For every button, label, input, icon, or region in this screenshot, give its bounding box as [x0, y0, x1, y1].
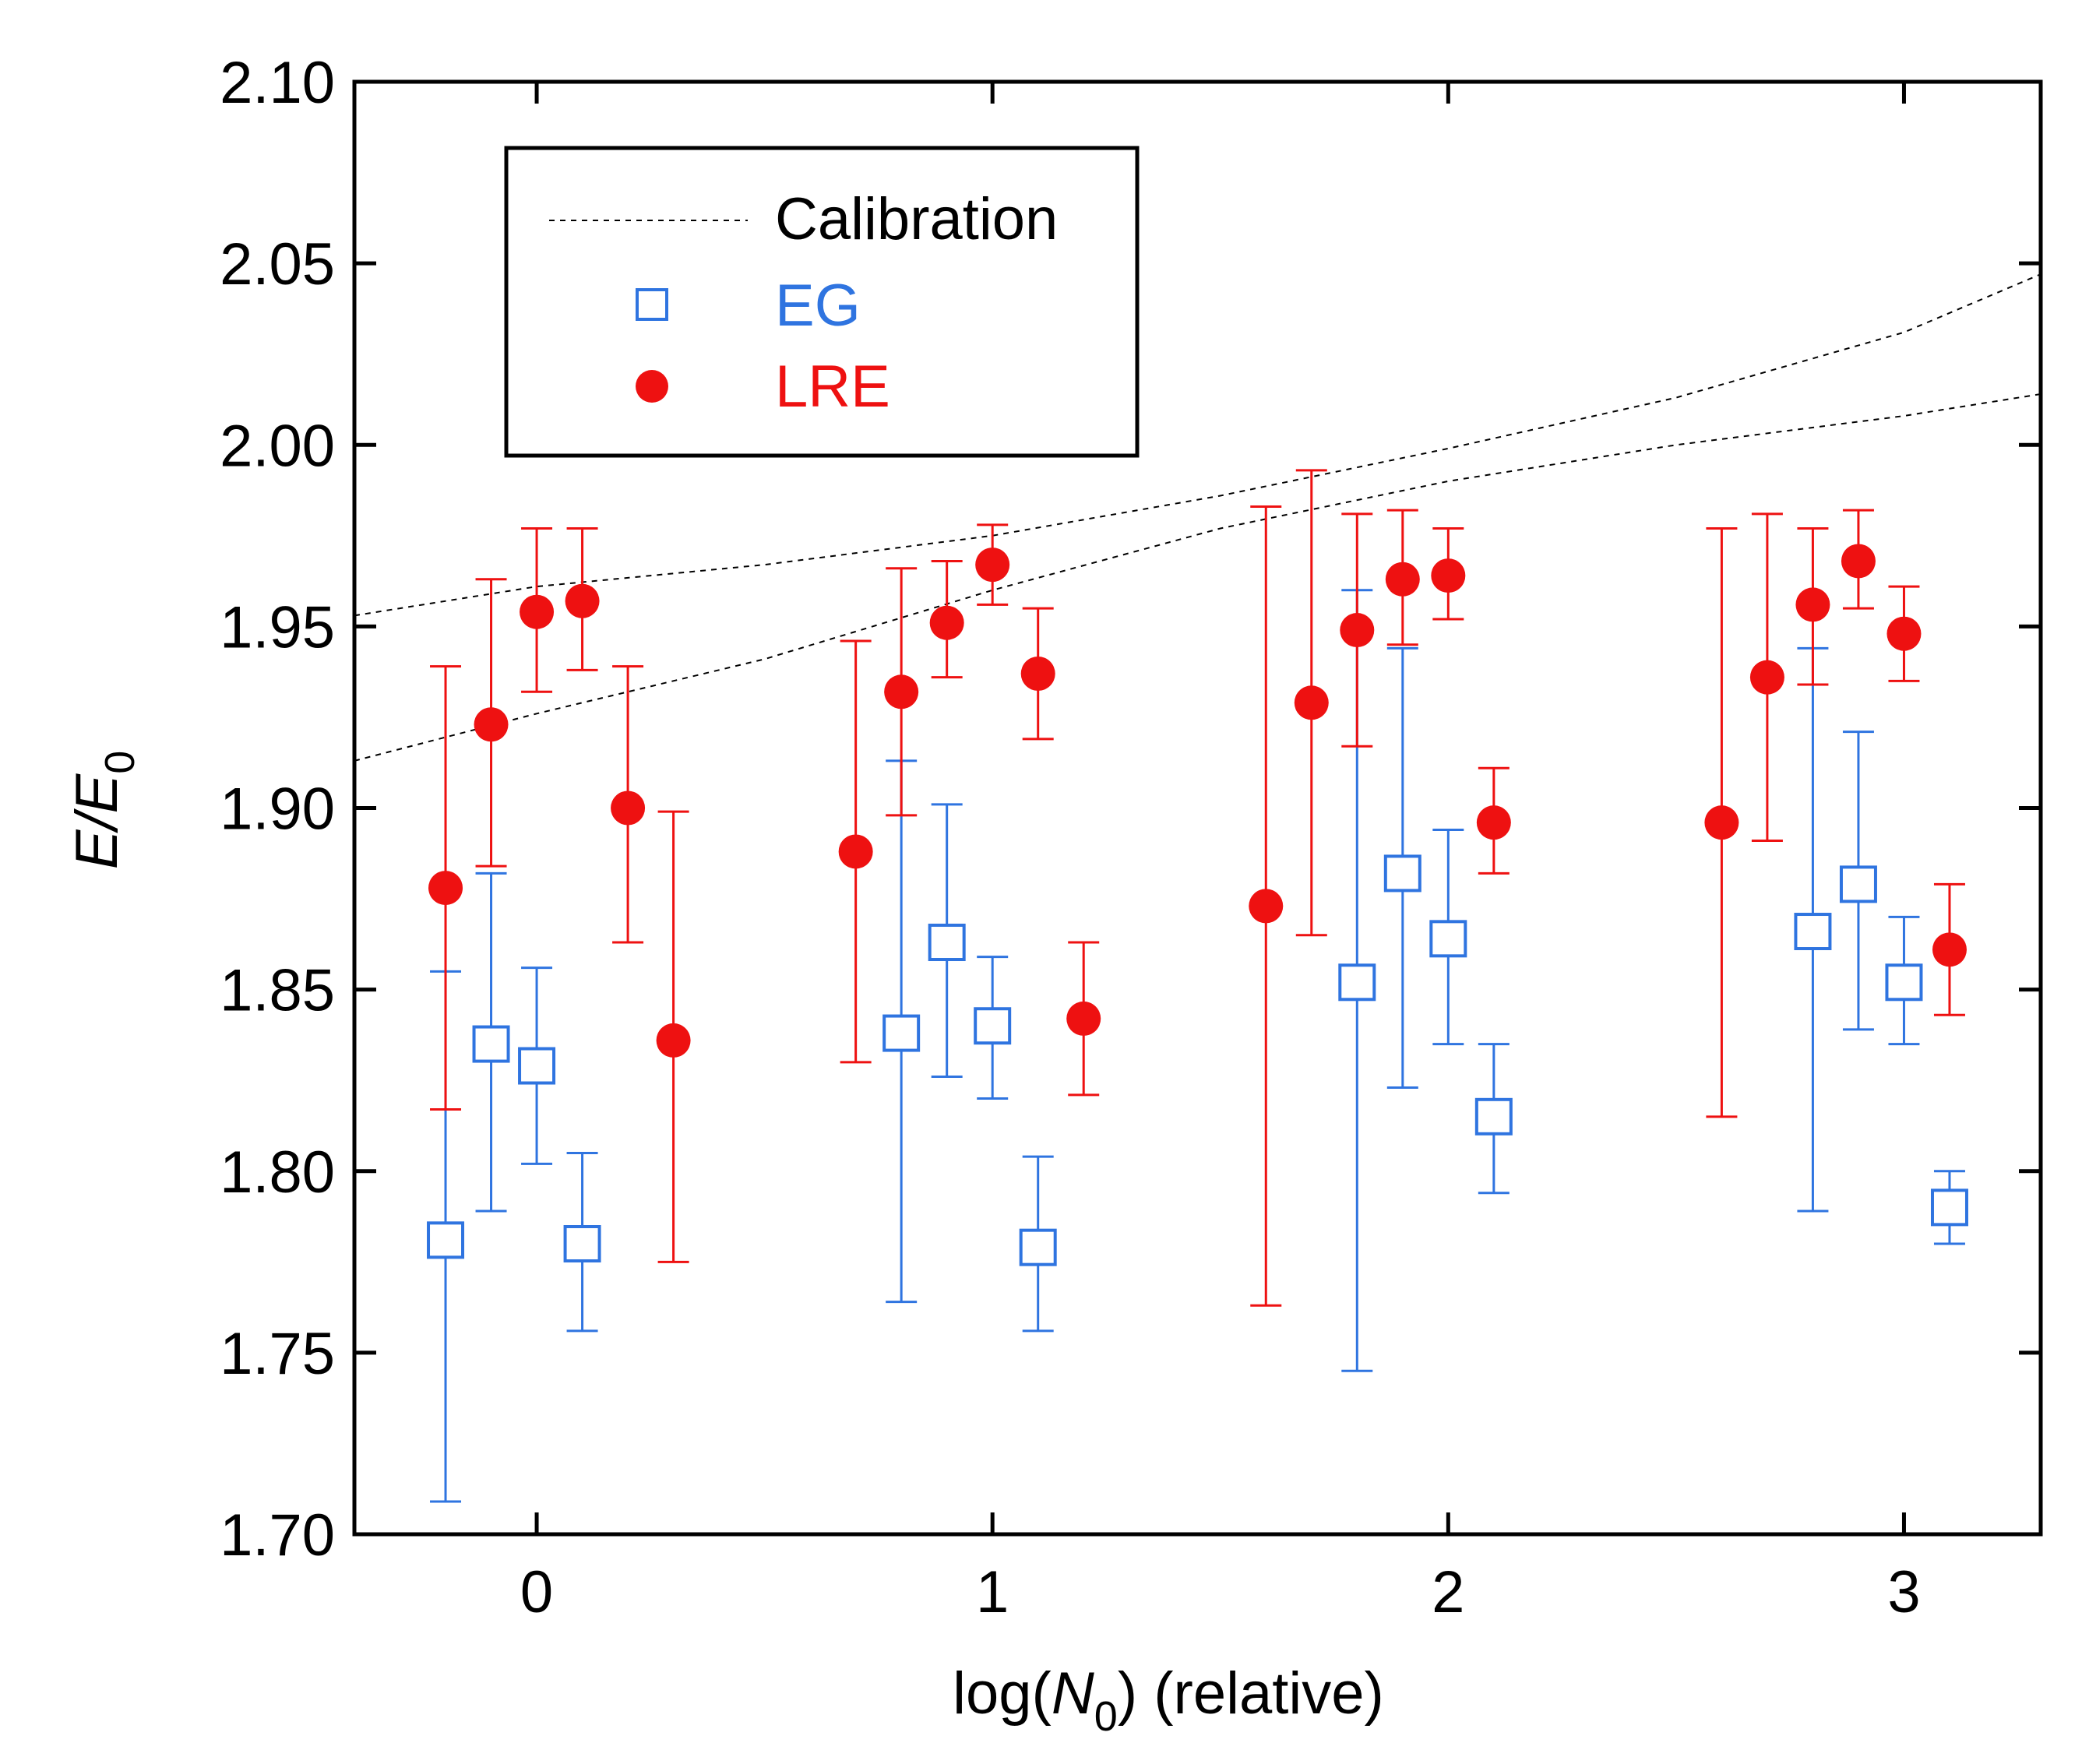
eg-point	[427, 1221, 465, 1259]
y-tick-label: 1.75	[220, 1321, 335, 1387]
legend-lre-marker	[636, 370, 668, 403]
lre-point	[929, 605, 964, 640]
lre-point	[975, 548, 1010, 583]
x-tick-label: 0	[520, 1559, 553, 1625]
lre-point	[565, 583, 600, 618]
lre-point	[1932, 932, 1967, 967]
eg-point	[974, 1007, 1012, 1045]
lre-point	[1340, 613, 1375, 648]
y-tick-label: 1.90	[220, 776, 335, 843]
legend-calibration-label: Calibration	[775, 186, 1058, 252]
legend-lre-label: LRE	[775, 354, 890, 420]
y-tick-label: 1.70	[220, 1502, 335, 1569]
eg-point	[1338, 963, 1376, 1002]
lre-point	[520, 594, 555, 629]
lre-point	[838, 834, 873, 869]
x-axis-label: log(N0) (relative)	[953, 1660, 1384, 1740]
eg-point	[1429, 920, 1467, 958]
legend-box	[504, 146, 1140, 458]
y-tick-label: 1.95	[220, 594, 335, 660]
data-series	[427, 469, 1968, 1503]
eg-point	[518, 1047, 556, 1085]
eg-point	[882, 1014, 921, 1052]
y-tick-label: 2.05	[220, 231, 335, 298]
lre-point	[1749, 660, 1784, 695]
lre-point	[428, 871, 463, 906]
lre-point	[1841, 544, 1876, 579]
eg-point	[1839, 865, 1877, 903]
eg-point	[1930, 1188, 1968, 1227]
lre-point	[1431, 558, 1466, 593]
calibration-curve	[354, 273, 2041, 617]
lre-point	[474, 707, 509, 742]
x-tick-label: 3	[1887, 1559, 1920, 1625]
axes: 0 1 2 3 1.70 1.75 1.80 1.85 1.90 1.95 2.00 2.05 2.10	[220, 50, 2041, 1625]
lre-point	[1385, 562, 1420, 597]
legend-eg-label: EG	[775, 273, 861, 339]
lre-point	[656, 1023, 691, 1058]
calibration-curves	[354, 273, 2041, 762]
y-tick-label: 2.10	[220, 50, 335, 116]
eg-point	[1885, 963, 1923, 1002]
eg-point	[563, 1225, 601, 1262]
eg-point	[928, 924, 966, 962]
lre-point	[1294, 685, 1329, 720]
lre-point	[1886, 616, 1922, 651]
lre-point	[1020, 656, 1055, 691]
lre-point	[1476, 805, 1511, 840]
lre-point	[611, 790, 646, 826]
y-tick-label: 1.80	[220, 1139, 335, 1206]
eg-point	[472, 1025, 510, 1063]
x-tick-label: 2	[1432, 1559, 1464, 1625]
lre-point	[1249, 889, 1284, 924]
lre-point	[884, 674, 919, 709]
y-axis-label: E/E0	[64, 751, 143, 870]
lre-point	[1704, 805, 1739, 840]
lre-point	[1795, 587, 1830, 622]
legend-eg-marker	[636, 288, 668, 321]
eg-point	[1019, 1228, 1057, 1266]
calibration-curve	[354, 393, 2041, 762]
eg-point	[1383, 854, 1421, 893]
lre-point	[1066, 1001, 1101, 1036]
eg-point	[1794, 913, 1832, 951]
y-tick-label: 2.00	[220, 413, 335, 479]
y-tick-label: 1.85	[220, 958, 335, 1024]
x-tick-label: 1	[976, 1559, 1009, 1625]
plot-frame	[352, 79, 2043, 1537]
legend: Calibration EG LRE	[504, 146, 1140, 458]
eg-point	[1474, 1097, 1513, 1136]
